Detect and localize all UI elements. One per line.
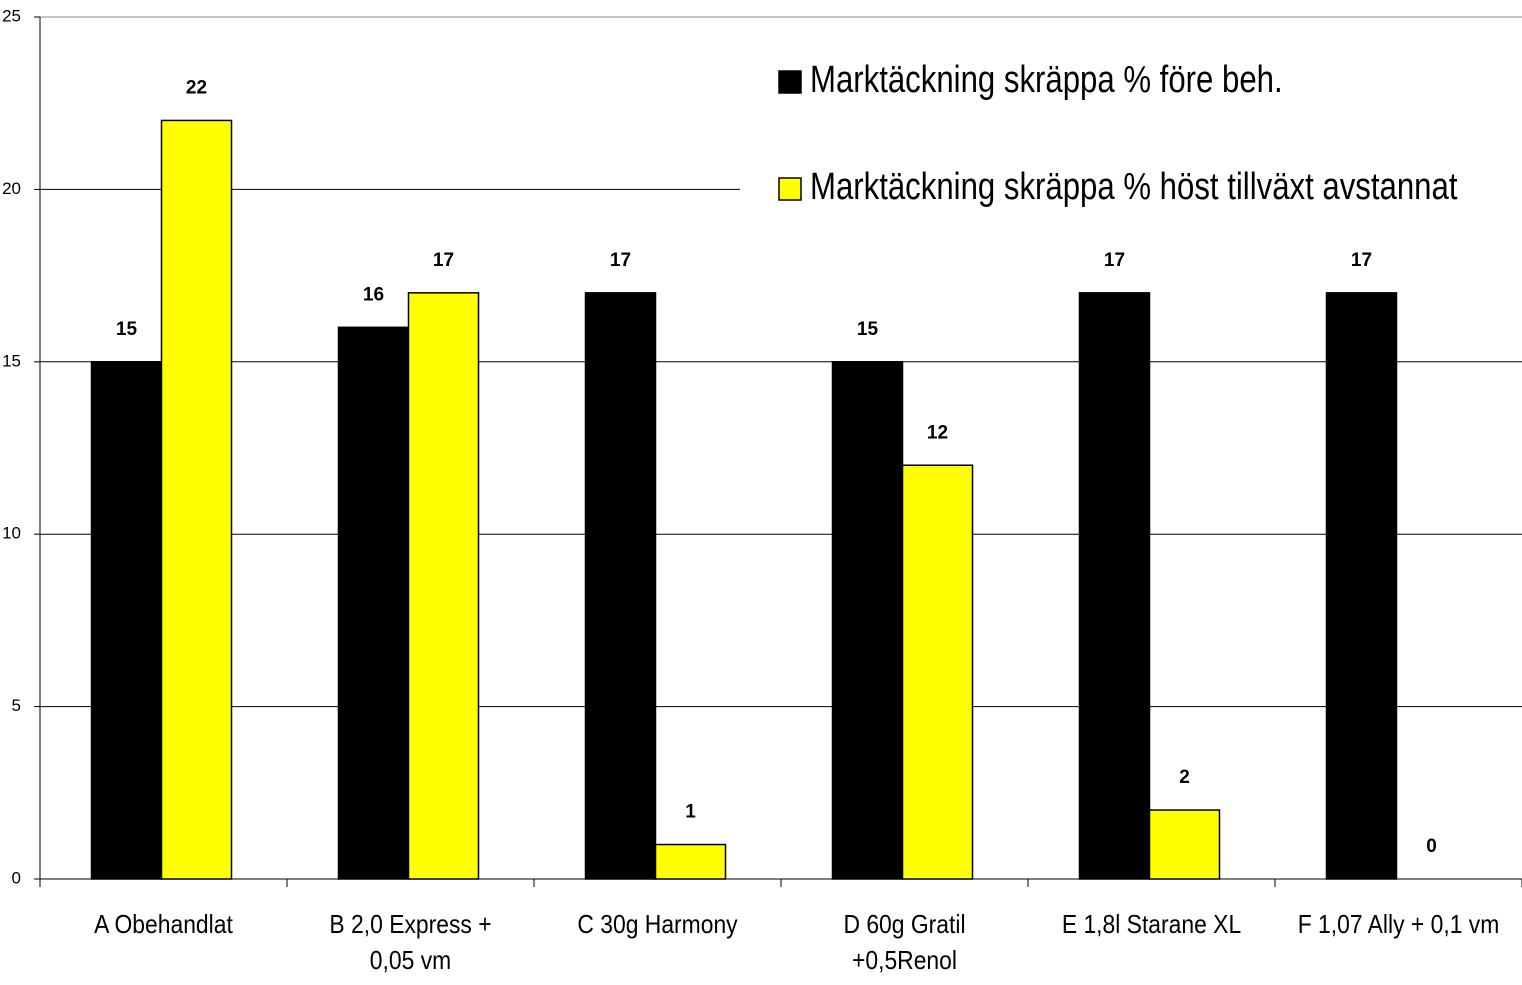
bar — [407, 292, 480, 880]
value-label: 17 — [1104, 250, 1125, 271]
bar — [90, 361, 163, 880]
bar — [831, 361, 904, 880]
y-tick-label: 25 — [2, 6, 21, 25]
value-label: 15 — [857, 319, 879, 340]
value-label: 1 — [685, 802, 696, 823]
value-label: 16 — [363, 284, 384, 305]
value-label: 17 — [1351, 250, 1372, 271]
x-tick-label: B 2,0 Express + 0,05 vm — [329, 909, 492, 975]
value-label: 0 — [1426, 836, 1437, 857]
y-tick-label: 0 — [12, 868, 21, 887]
legend-label: Marktäckning skräppa % före beh. — [810, 59, 1283, 101]
legend-swatch — [778, 70, 802, 94]
value-label: 2 — [1179, 767, 1190, 788]
value-label: 17 — [610, 250, 631, 271]
y-tick-label: 5 — [12, 696, 21, 715]
y-tick-label: 15 — [2, 351, 21, 370]
value-label: 17 — [433, 250, 454, 271]
x-tick-label: F 1,07 Ally + 0,1 vm — [1297, 909, 1500, 939]
bar — [654, 843, 727, 880]
y-tick-label: 20 — [2, 179, 21, 198]
value-label: 15 — [116, 319, 138, 340]
value-label: 12 — [927, 422, 948, 443]
bar — [1148, 809, 1221, 880]
bar — [160, 119, 233, 880]
legend-swatch — [778, 177, 802, 201]
x-tick-label: C 30g Harmony — [577, 909, 738, 939]
x-tick-label: A Obehandlat — [94, 909, 233, 939]
bar — [1325, 292, 1398, 880]
bar — [584, 292, 657, 880]
legend-label: Marktäckning skräppa % höst tillväxt avs… — [810, 166, 1458, 208]
value-label: 22 — [186, 77, 207, 98]
x-tick-label: E 1,8l Starane XL — [1061, 909, 1242, 939]
y-tick-label: 10 — [2, 524, 21, 543]
x-tick-label: D 60g Gratil +0,5Renol — [843, 909, 966, 975]
bar — [337, 326, 410, 880]
bar — [901, 464, 974, 880]
bar — [1078, 292, 1151, 880]
legend-box — [740, 40, 1522, 270]
